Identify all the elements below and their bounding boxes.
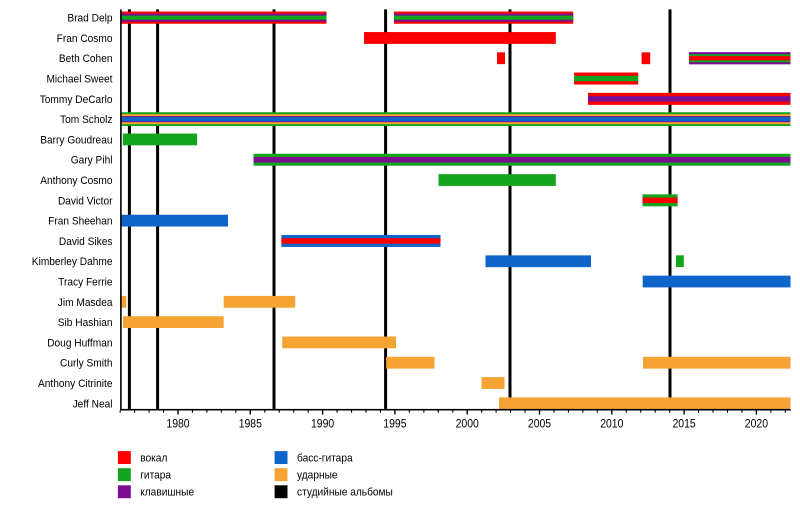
svg-text:вокал: вокал xyxy=(140,452,167,465)
svg-text:Tommy DeCarlo: Tommy DeCarlo xyxy=(40,93,113,106)
svg-text:Doug Huffman: Doug Huffman xyxy=(47,337,112,350)
svg-text:2010: 2010 xyxy=(600,418,623,431)
svg-text:Barry Goudreau: Barry Goudreau xyxy=(40,134,112,147)
svg-text:Tom Scholz: Tom Scholz xyxy=(60,114,112,127)
svg-text:Fran Sheehan: Fran Sheehan xyxy=(48,215,112,228)
svg-text:1990: 1990 xyxy=(311,418,334,431)
svg-text:ударные: ударные xyxy=(297,469,338,482)
svg-text:1985: 1985 xyxy=(239,418,262,431)
svg-text:студийные альбомы: студийные альбомы xyxy=(297,486,393,499)
svg-text:Kimberley Dahme: Kimberley Dahme xyxy=(32,256,113,269)
svg-text:1980: 1980 xyxy=(166,418,189,431)
svg-text:David Victor: David Victor xyxy=(58,195,113,208)
svg-text:гитара: гитара xyxy=(140,469,171,482)
svg-text:Tracy Ferrie: Tracy Ferrie xyxy=(58,276,112,289)
svg-text:2015: 2015 xyxy=(673,418,696,431)
svg-text:2020: 2020 xyxy=(745,418,768,431)
svg-text:Gary Pihl: Gary Pihl xyxy=(71,154,113,167)
svg-text:2000: 2000 xyxy=(456,418,479,431)
svg-text:Michael Sweet: Michael Sweet xyxy=(46,73,112,86)
svg-text:Sib Hashian: Sib Hashian xyxy=(58,317,113,330)
svg-text:Jeff Neal: Jeff Neal xyxy=(73,398,113,411)
svg-text:Brad Delp: Brad Delp xyxy=(67,12,112,25)
svg-text:2005: 2005 xyxy=(528,418,551,431)
svg-text:басс-гитара: басс-гитара xyxy=(297,452,353,465)
svg-text:Jim Masdea: Jim Masdea xyxy=(58,296,113,309)
svg-text:Beth Cohen: Beth Cohen xyxy=(59,53,113,66)
svg-text:Fran Cosmo: Fran Cosmo xyxy=(57,32,113,45)
svg-text:David Sikes: David Sikes xyxy=(59,235,113,248)
svg-text:1995: 1995 xyxy=(383,418,406,431)
svg-text:Anthony Cosmo: Anthony Cosmo xyxy=(40,175,112,188)
svg-text:Curly Smith: Curly Smith xyxy=(60,357,113,370)
svg-text:Anthony Citrinite: Anthony Citrinite xyxy=(38,378,113,391)
svg-text:клавишные: клавишные xyxy=(140,486,194,499)
